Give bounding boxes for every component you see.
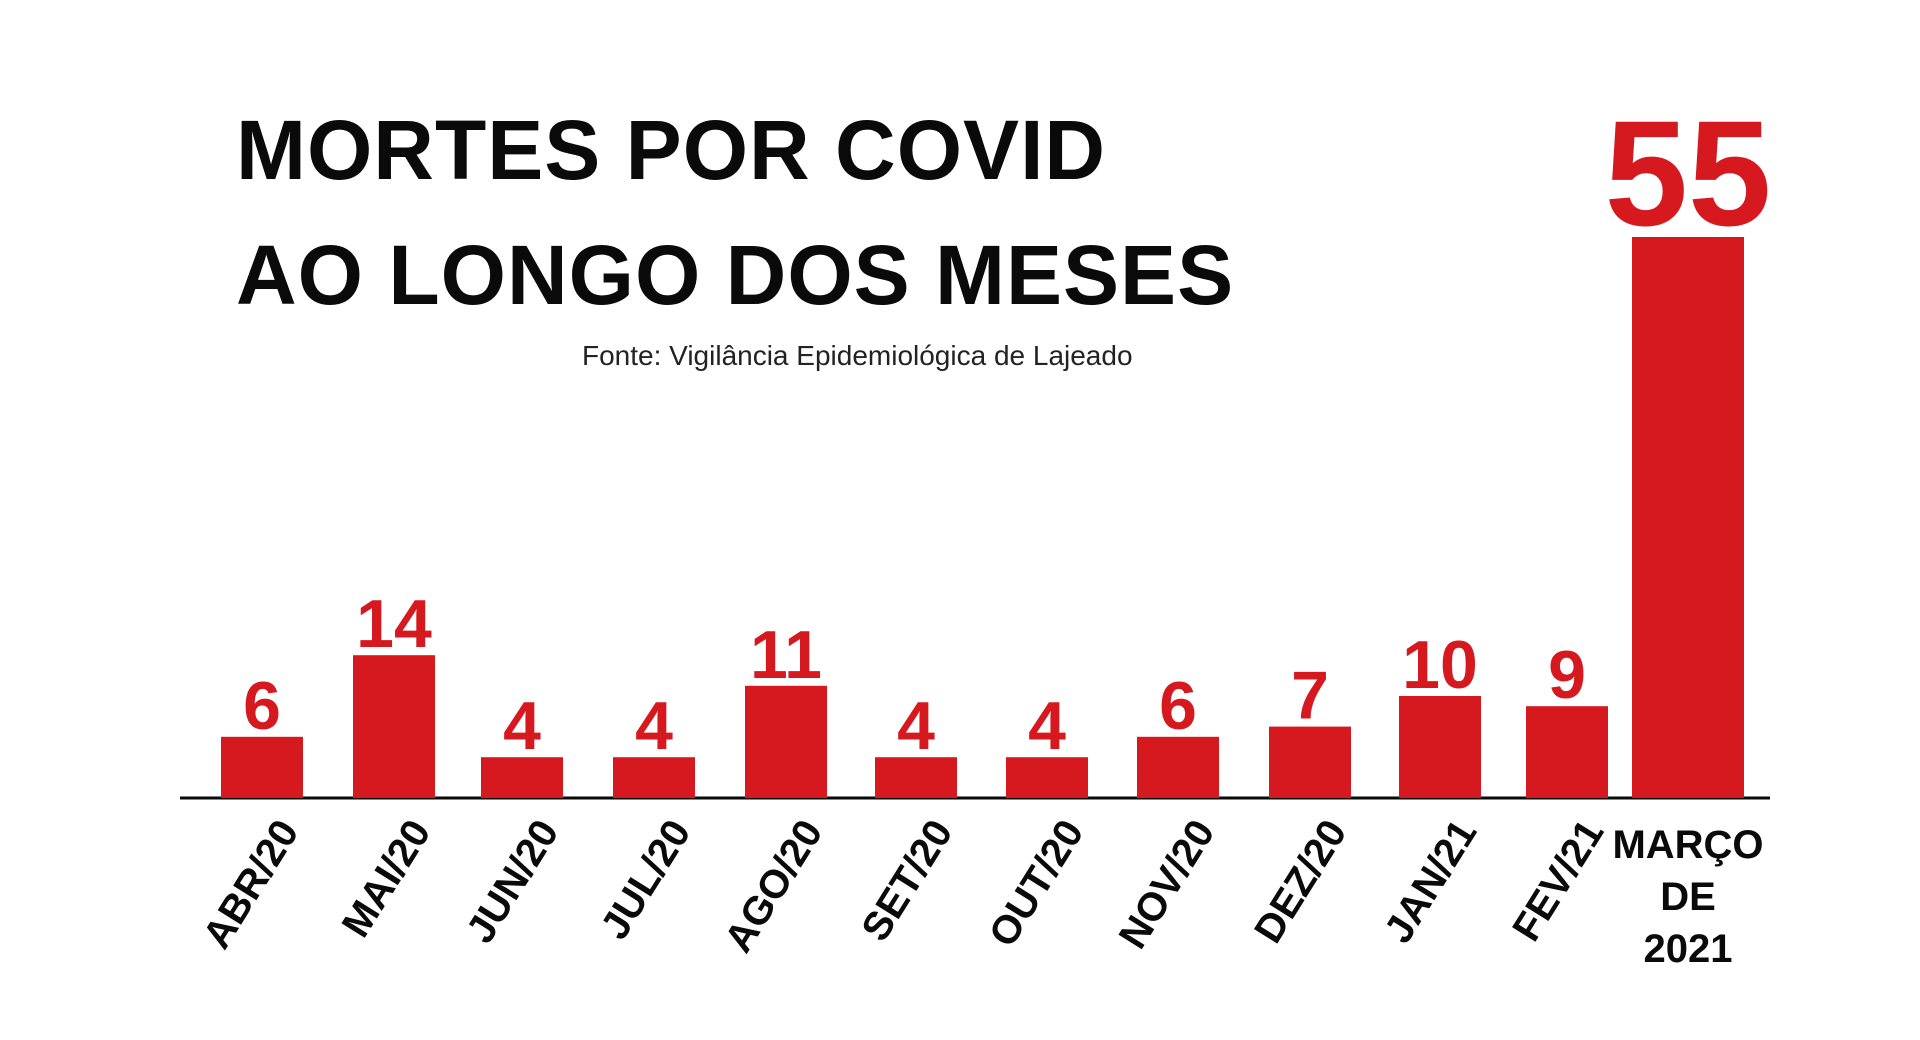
x-tick-label-12-line-1: MARÇO bbox=[1612, 823, 1763, 867]
x-tick-label-9: DEZ/20 bbox=[1246, 812, 1355, 950]
bar-12 bbox=[1632, 237, 1744, 798]
x-tick-label-4: JUL/20 bbox=[593, 812, 700, 947]
data-label-5: 11 bbox=[750, 617, 822, 693]
chart-source: Fonte: Vigilância Epidemiológica de Laje… bbox=[582, 340, 1133, 371]
x-tick-label-12-line-3: 2021 bbox=[1644, 927, 1733, 971]
bar-10 bbox=[1399, 696, 1481, 798]
bar-4 bbox=[613, 757, 695, 798]
x-tick-label-7: OUT/20 bbox=[981, 812, 1093, 954]
x-tick-label-5: AGO/20 bbox=[716, 812, 831, 960]
data-label-9: 7 bbox=[1291, 658, 1329, 734]
x-tick-label-2: MAI/20 bbox=[334, 812, 440, 945]
bar-8 bbox=[1137, 736, 1219, 798]
chart-title-line-1: MORTES POR COVID bbox=[236, 103, 1107, 197]
data-label-4: 4 bbox=[635, 688, 673, 764]
data-label-11: 9 bbox=[1548, 637, 1586, 713]
data-label-8: 6 bbox=[1159, 668, 1197, 744]
x-tick-label-11: FEV/21 bbox=[1504, 812, 1612, 948]
bar-7 bbox=[1006, 757, 1088, 798]
chart-title-line-2: AO LONGO DOS MESES bbox=[236, 228, 1235, 322]
bar-5 bbox=[745, 685, 827, 798]
x-tick-label-12-line-2: DE bbox=[1660, 875, 1716, 919]
data-label-12: 55 bbox=[1605, 89, 1772, 257]
data-label-10: 10 bbox=[1402, 627, 1478, 703]
data-label-6: 4 bbox=[897, 688, 935, 764]
bar-6 bbox=[875, 757, 957, 798]
data-label-3: 4 bbox=[503, 688, 541, 764]
bar-3 bbox=[481, 757, 563, 798]
chart-title: MORTES POR COVID AO LONGO DOS MESES bbox=[236, 88, 1234, 338]
data-label-2: 14 bbox=[356, 586, 432, 662]
bar-9 bbox=[1269, 726, 1351, 798]
x-tick-label-6: SET/20 bbox=[853, 812, 961, 948]
x-tick-label-3: JUN/20 bbox=[458, 812, 567, 950]
data-label-7: 4 bbox=[1028, 688, 1066, 764]
x-tick-label-10: JAN/21 bbox=[1376, 812, 1485, 950]
bar-2 bbox=[353, 655, 435, 798]
bar-11 bbox=[1526, 706, 1608, 798]
x-tick-label-8: NOV/20 bbox=[1111, 812, 1224, 956]
bar-1 bbox=[221, 736, 303, 798]
x-tick-label-1: ABR/20 bbox=[195, 812, 308, 956]
data-label-1: 6 bbox=[243, 668, 281, 744]
